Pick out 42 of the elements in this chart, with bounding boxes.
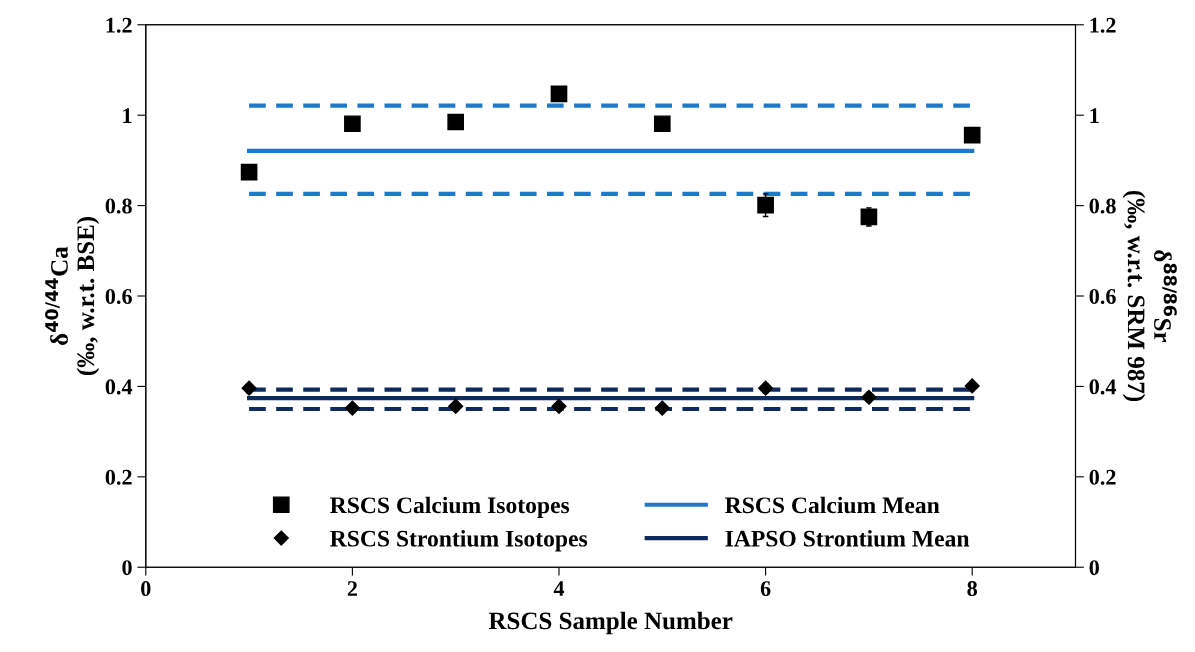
x-tick-label: 8 — [967, 581, 978, 597]
point — [654, 400, 670, 416]
x-tick-label: 0 — [141, 581, 151, 597]
y-tick-label: 0.6 — [105, 288, 132, 305]
y-tick-label: 0.4 — [105, 379, 133, 395]
point — [550, 85, 568, 103]
point — [551, 398, 567, 414]
x-tick-label: 6 — [760, 581, 771, 597]
y-axis-title: δ$^{40/44}$Ca (‰, w.r.t. BSE) — [45, 216, 100, 376]
x-tick-label: 2 — [347, 581, 357, 596]
y2-tick-label: 1.2 — [1090, 17, 1116, 33]
y2-tick-label: 0.4 — [1089, 379, 1117, 395]
point — [653, 115, 671, 133]
y2-tick-label: 1 — [1090, 108, 1099, 123]
x-tick-label: 4 — [553, 581, 565, 596]
y-tick-label: 0.2 — [105, 469, 132, 485]
y2-tick-label: 0.8 — [1089, 198, 1116, 214]
point — [241, 380, 257, 396]
point — [758, 380, 774, 396]
point — [963, 126, 981, 144]
y2-tick-label: 0 — [1089, 560, 1099, 576]
legend-label: RSCS Strontium Isotopes — [330, 530, 588, 552]
y2-tick-label: 0.6 — [1089, 288, 1116, 305]
legend-label: RSCS Calcium Mean — [725, 496, 940, 514]
y-tick-label: 0 — [122, 560, 132, 576]
point — [344, 400, 360, 416]
point — [447, 113, 465, 131]
point — [860, 208, 878, 226]
y-tick-label: 0.8 — [105, 198, 132, 214]
y-tick-label: 1 — [123, 108, 132, 123]
point — [448, 398, 464, 414]
y2-tick-label: 0.2 — [1089, 469, 1116, 485]
point — [757, 196, 774, 214]
y-tick-label: 1.2 — [106, 17, 132, 33]
point — [240, 163, 258, 181]
legend-label: IAPSO Strontium Mean — [725, 530, 970, 547]
y2-axis-title: δ$^{88/86}$Sr (‰, w.r.t. SRM 987) — [1122, 190, 1177, 402]
x-axis-title: RSCS Sample Number — [488, 611, 733, 635]
legend-label: RSCS Calcium Isotopes — [330, 496, 570, 519]
point — [344, 115, 361, 133]
point — [964, 378, 980, 394]
point — [861, 389, 877, 405]
